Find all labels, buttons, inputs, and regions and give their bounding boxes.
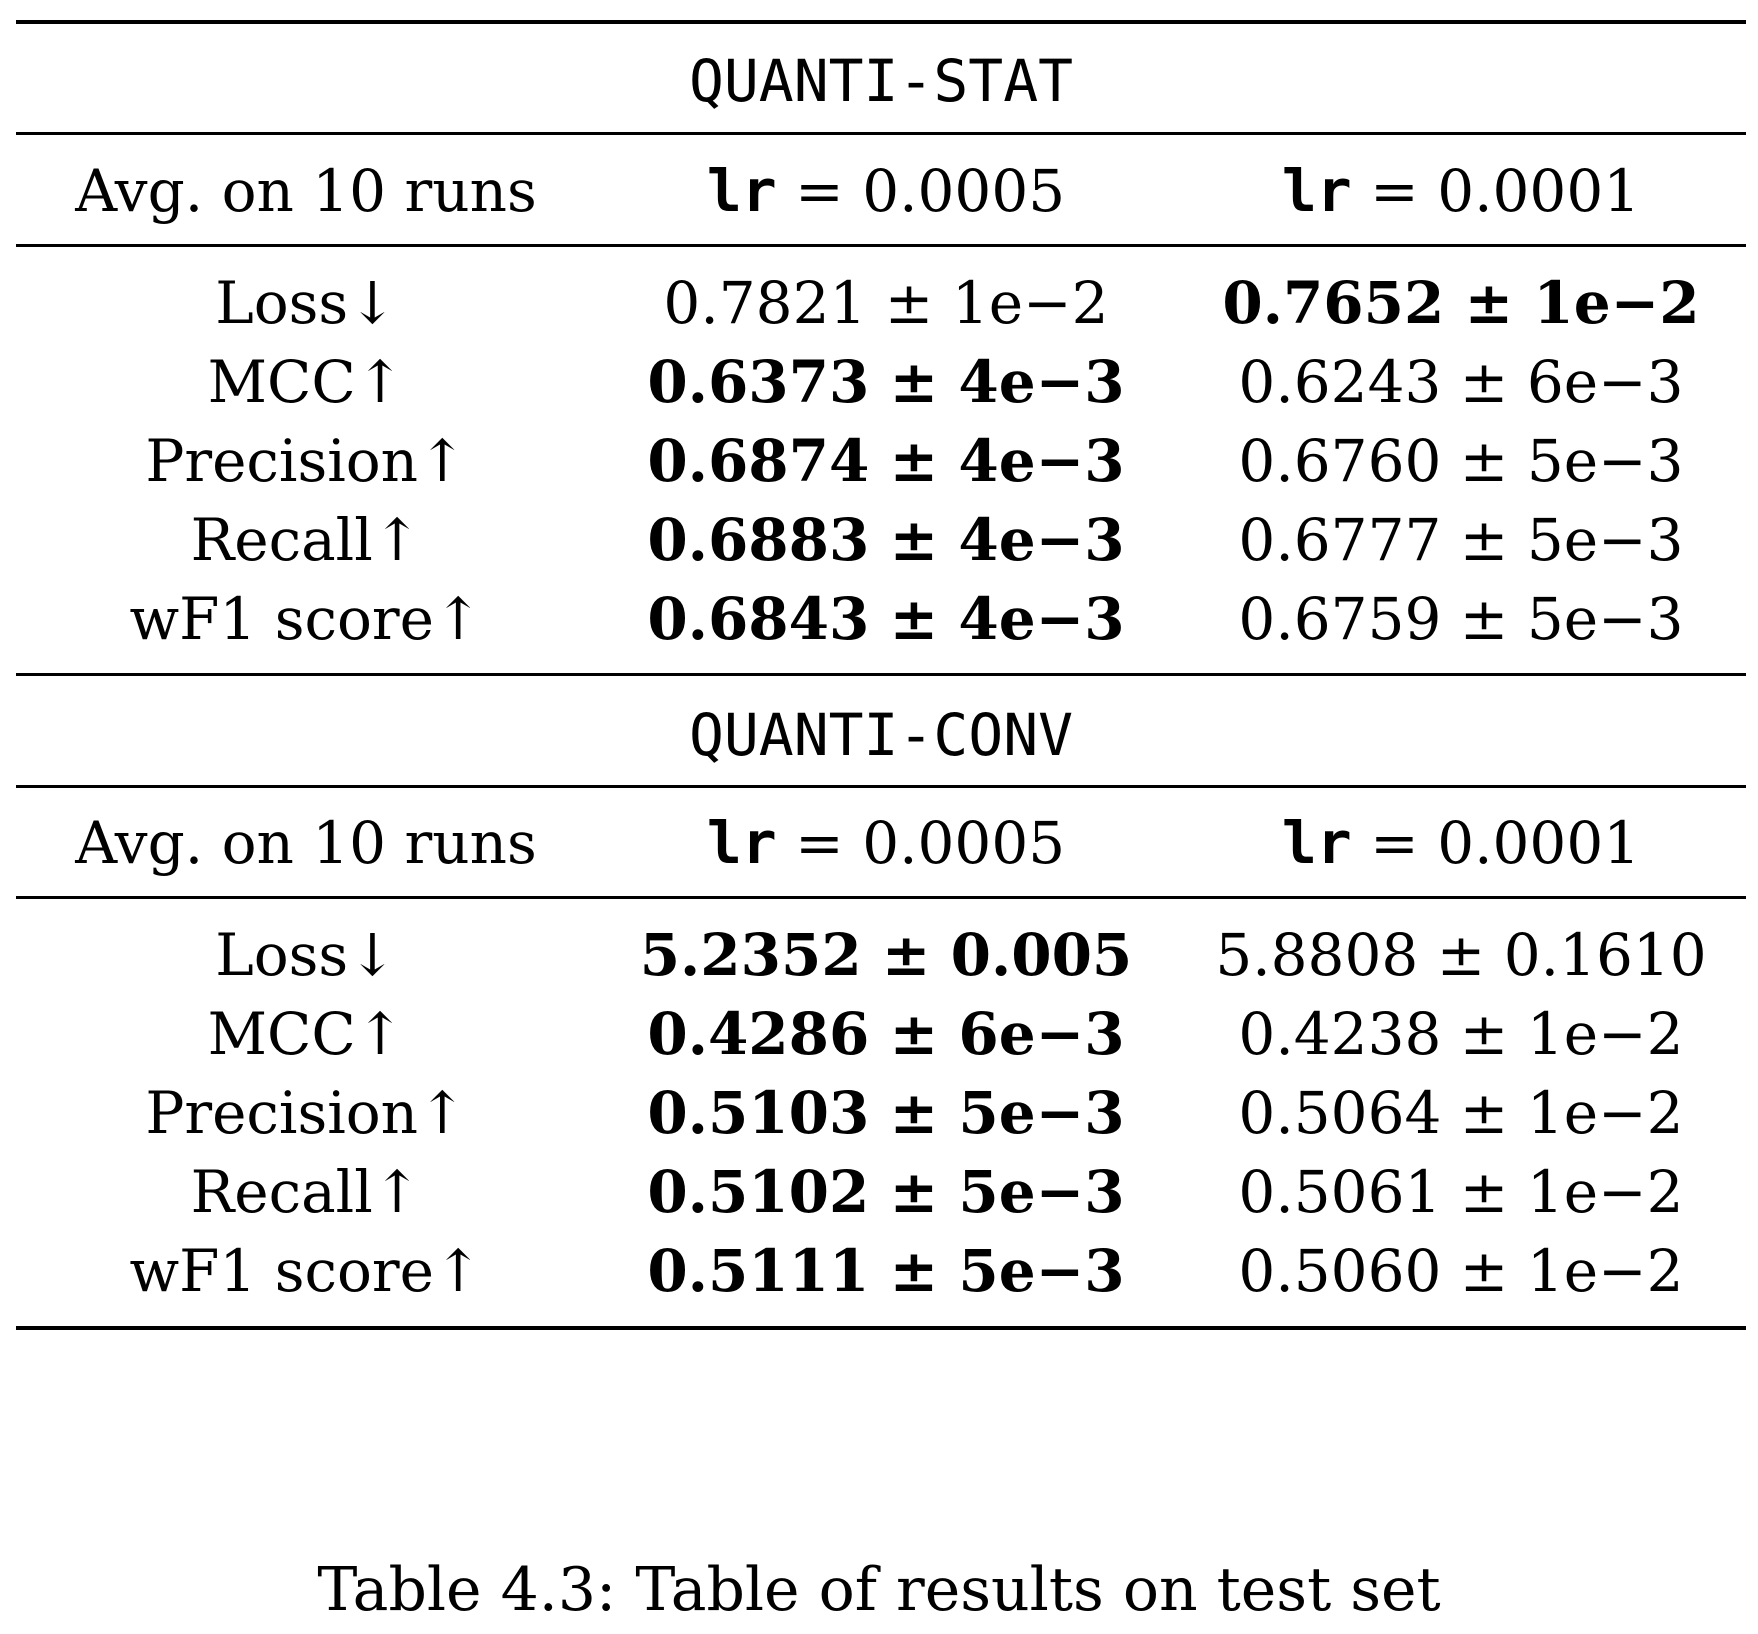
header-rule [16, 896, 1746, 899]
metric-label: wF1 score↑ [129, 585, 483, 653]
metric-label: MCC↑ [207, 1000, 405, 1068]
value-lr-1: 0.5103 ± 5e−3 [647, 1079, 1125, 1147]
section-rule [16, 785, 1746, 788]
value-lr-1: 0.5111 ± 5e−3 [647, 1237, 1125, 1305]
metric-label: Precision↑ [145, 427, 467, 495]
bottom-rule [16, 1326, 1746, 1330]
section-rule [16, 132, 1746, 135]
value-lr-2: 5.8808 ± 0.1610 [1215, 921, 1707, 989]
section-title-quanti-stat: QUANTI-STAT [688, 47, 1074, 115]
metric-label: Recall↑ [190, 1158, 422, 1226]
header-lr-2: lr = 0.0001 [1281, 809, 1641, 877]
value-lr-2: 0.5060 ± 1e−2 [1238, 1237, 1684, 1305]
value-lr-2: 0.5061 ± 1e−2 [1238, 1158, 1684, 1226]
table-row: MCC↑ 0.4286 ± 6e−3 0.4238 ± 1e−2 [16, 999, 1746, 1069]
metric-label: wF1 score↑ [129, 1237, 483, 1305]
header-metric-col: Avg. on 10 runs [75, 157, 537, 225]
section-rule [16, 673, 1746, 676]
value-lr-2: 0.7652 ± 1e−2 [1222, 269, 1700, 337]
table-row: Precision↑ 0.6874 ± 4e−3 0.6760 ± 5e−3 [16, 426, 1746, 496]
value-lr-2: 0.6777 ± 5e−3 [1238, 506, 1684, 574]
top-rule [16, 20, 1746, 24]
value-lr-2: 0.5064 ± 1e−2 [1238, 1079, 1684, 1147]
header-lr-1: lr = 0.0005 [706, 157, 1066, 225]
header-row: Avg. on 10 runs lr = 0.0005 lr = 0.0001 [16, 808, 1746, 878]
value-lr-1: 0.6883 ± 4e−3 [647, 506, 1125, 574]
header-metric-col: Avg. on 10 runs [75, 809, 537, 877]
metric-label: Precision↑ [145, 1079, 467, 1147]
value-lr-1: 0.6874 ± 4e−3 [647, 427, 1125, 495]
table-row: Recall↑ 0.6883 ± 4e−3 0.6777 ± 5e−3 [16, 505, 1746, 575]
value-lr-1: 0.7821 ± 1e−2 [663, 269, 1109, 337]
table-row: wF1 score↑ 0.5111 ± 5e−3 0.5060 ± 1e−2 [16, 1236, 1746, 1306]
section-title-quanti-conv: QUANTI-CONV [688, 701, 1074, 769]
value-lr-1: 0.5102 ± 5e−3 [647, 1158, 1125, 1226]
value-lr-1: 0.6843 ± 4e−3 [647, 585, 1125, 653]
table-caption: Table 4.3: Table of results on test set [317, 1555, 1441, 1625]
metric-label: Loss↓ [215, 269, 397, 337]
value-lr-2: 0.4238 ± 1e−2 [1238, 1000, 1684, 1068]
table-row: Loss↓ 5.2352 ± 0.005 5.8808 ± 0.1610 [16, 920, 1746, 990]
table-row: Loss↓ 0.7821 ± 1e−2 0.7652 ± 1e−2 [16, 268, 1746, 338]
metric-label: MCC↑ [207, 348, 405, 416]
header-row: Avg. on 10 runs lr = 0.0005 lr = 0.0001 [16, 156, 1746, 226]
table-row: MCC↑ 0.6373 ± 4e−3 0.6243 ± 6e−3 [16, 347, 1746, 417]
value-lr-1: 0.6373 ± 4e−3 [647, 348, 1125, 416]
table-row: Recall↑ 0.5102 ± 5e−3 0.5061 ± 1e−2 [16, 1157, 1746, 1227]
metric-label: Recall↑ [190, 506, 422, 574]
value-lr-2: 0.6759 ± 5e−3 [1238, 585, 1684, 653]
metric-label: Loss↓ [215, 921, 397, 989]
value-lr-1: 5.2352 ± 0.005 [639, 921, 1133, 989]
header-lr-1: lr = 0.0005 [706, 809, 1066, 877]
value-lr-2: 0.6760 ± 5e−3 [1238, 427, 1684, 495]
header-lr-2: lr = 0.0001 [1281, 157, 1641, 225]
value-lr-2: 0.6243 ± 6e−3 [1238, 348, 1684, 416]
header-rule [16, 244, 1746, 247]
table-row: Precision↑ 0.5103 ± 5e−3 0.5064 ± 1e−2 [16, 1078, 1746, 1148]
value-lr-1: 0.4286 ± 6e−3 [647, 1000, 1125, 1068]
table-row: wF1 score↑ 0.6843 ± 4e−3 0.6759 ± 5e−3 [16, 584, 1746, 654]
